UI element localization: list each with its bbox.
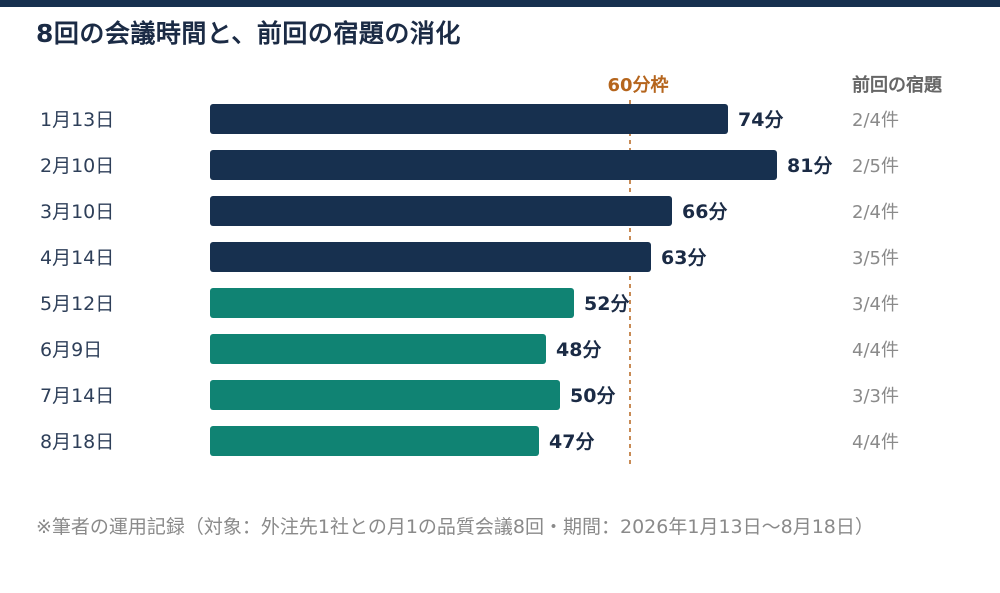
bar xyxy=(210,150,777,180)
bar xyxy=(210,426,539,456)
bar xyxy=(210,104,728,134)
chart-title: 8回の会議時間と、前回の宿題の消化 xyxy=(36,19,461,48)
side-value: 4/4件 xyxy=(852,432,899,453)
side-value: 3/3件 xyxy=(852,386,899,407)
bar xyxy=(210,334,546,364)
side-value: 2/4件 xyxy=(852,110,899,131)
bar xyxy=(210,288,574,318)
top-accent-bar xyxy=(0,0,1000,7)
side-value: 2/4件 xyxy=(852,202,899,223)
side-value: 2/5件 xyxy=(852,156,899,177)
category-label: 2月10日 xyxy=(40,155,114,177)
value-label: 66分 xyxy=(682,201,727,223)
value-label: 50分 xyxy=(570,385,615,407)
category-label: 3月10日 xyxy=(40,201,114,223)
value-label: 81分 xyxy=(787,155,832,177)
category-label: 1月13日 xyxy=(40,109,114,131)
value-label: 48分 xyxy=(556,339,601,361)
side-value: 4/4件 xyxy=(852,340,899,361)
category-label: 7月14日 xyxy=(40,385,114,407)
bar xyxy=(210,196,672,226)
bar xyxy=(210,242,651,272)
side-value: 3/5件 xyxy=(852,248,899,269)
side-column-header: 前回の宿題 xyxy=(852,74,943,96)
footnote: ※筆者の運用記録（対象：外注先1社との月1の品質会議8回・期間：2026年1月1… xyxy=(36,516,874,538)
side-value: 3/4件 xyxy=(852,294,899,315)
category-label: 5月12日 xyxy=(40,293,114,315)
value-label: 74分 xyxy=(738,109,783,131)
value-label: 47分 xyxy=(549,431,594,453)
category-label: 6月9日 xyxy=(40,339,102,361)
reference-line-label: 60分枠 xyxy=(607,74,668,96)
bar xyxy=(210,380,560,410)
value-label: 63分 xyxy=(661,247,706,269)
category-label: 4月14日 xyxy=(40,247,114,269)
value-label: 52分 xyxy=(584,293,629,315)
category-label: 8月18日 xyxy=(40,431,114,453)
